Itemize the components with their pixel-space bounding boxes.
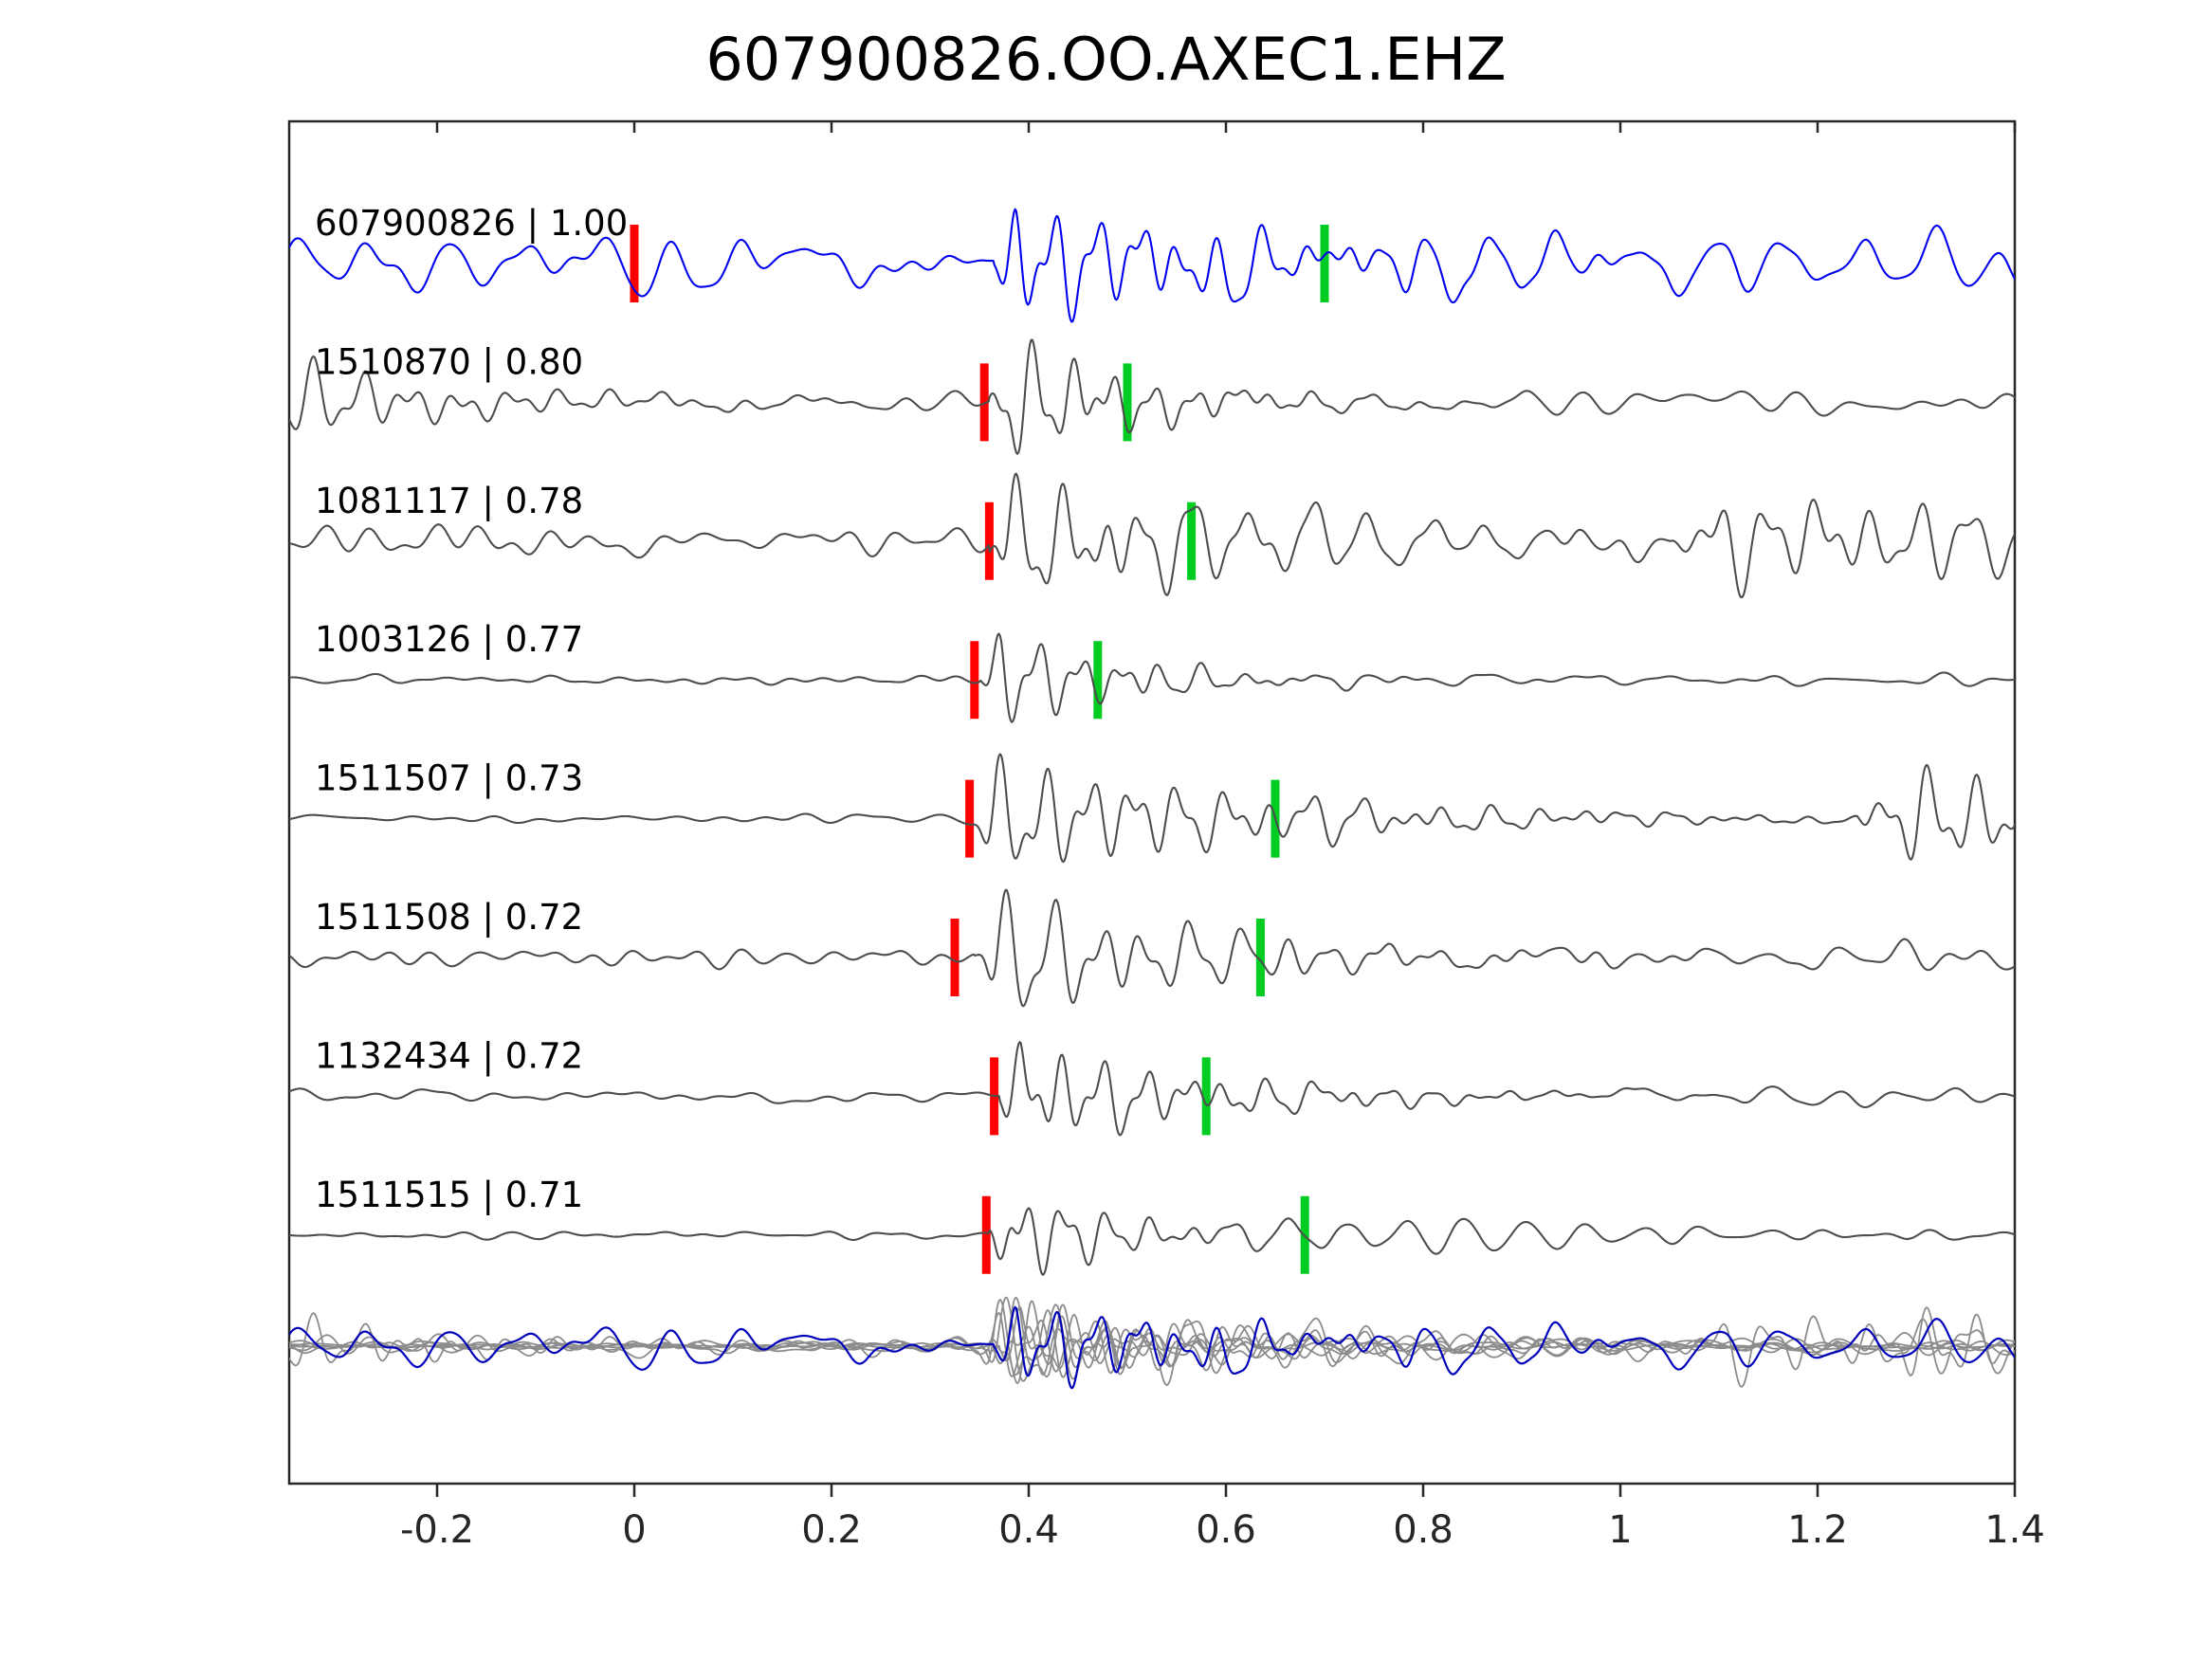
waveform-trace-1003126 <box>289 632 2015 723</box>
waveform-layer <box>289 208 2015 1390</box>
x-tick-label: 0.6 <box>1196 1508 1256 1552</box>
chart-title: 607900826.OO.AXEC1.EHZ <box>705 25 1507 94</box>
x-tick-label: 0 <box>622 1508 646 1552</box>
waveform-trace-607900826-overlay <box>289 1305 2015 1390</box>
waveform-trace-1081117 <box>289 472 2015 599</box>
x-tick-label: 1.2 <box>1787 1508 1848 1552</box>
trace-label-1510870: 1510870 | 0.80 <box>315 341 583 382</box>
x-tick-label: 1.4 <box>1984 1508 2045 1552</box>
plot-frame <box>287 119 2017 1486</box>
x-tick-label: 0.4 <box>998 1508 1059 1552</box>
x-tick-label: -0.2 <box>400 1508 474 1552</box>
trace-label-607900826: 607900826 | 1.00 <box>315 203 628 244</box>
trace-label-1132434: 1132434 | 0.72 <box>315 1035 583 1076</box>
trace-label-1003126: 1003126 | 0.77 <box>315 619 583 660</box>
x-tick-label: 0.8 <box>1393 1508 1453 1552</box>
waveform-trace-1510870 <box>289 338 2015 455</box>
trace-label-1511515: 1511515 | 0.71 <box>315 1175 583 1215</box>
x-tick-label: 0.2 <box>801 1508 862 1552</box>
waveform-trace-607900826 <box>289 208 2015 323</box>
trace-label-1511508: 1511508 | 0.72 <box>315 897 583 938</box>
trace-label-1081117: 1081117 | 0.78 <box>315 481 583 521</box>
trace-label-1511507: 1511507 | 0.73 <box>315 758 583 799</box>
waveform-trace-1132434 <box>289 1041 2015 1137</box>
waveform-trace-1511507 <box>289 753 2015 864</box>
waveform-trace-1511515 <box>289 1207 2015 1276</box>
x-tick-label: 1 <box>1608 1508 1632 1552</box>
waveform-trace-1511508 <box>289 888 2015 1008</box>
